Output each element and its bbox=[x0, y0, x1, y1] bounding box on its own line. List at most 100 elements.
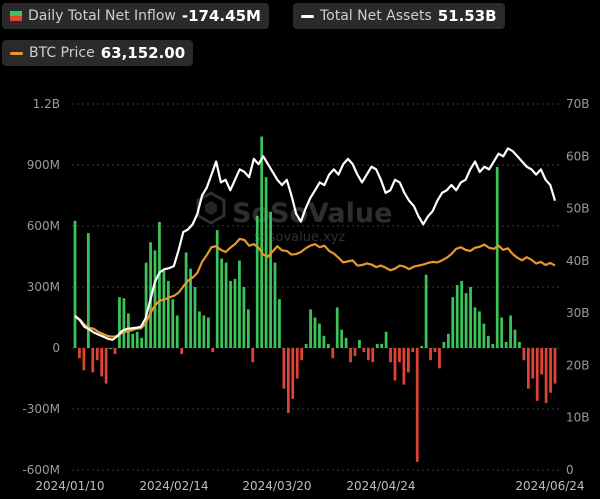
inflow-bar[interactable] bbox=[198, 311, 201, 348]
inflow-bar[interactable] bbox=[478, 311, 481, 348]
inflow-bar[interactable] bbox=[482, 323, 486, 348]
inflow-bar[interactable] bbox=[238, 260, 241, 348]
inflow-bar[interactable] bbox=[166, 280, 170, 348]
inflow-bar[interactable] bbox=[460, 280, 464, 348]
inflow-bar[interactable] bbox=[153, 250, 157, 348]
legend-btc-price[interactable]: BTC Price 63,152.00 bbox=[2, 40, 194, 66]
inflow-bar[interactable] bbox=[384, 331, 388, 348]
inflow-bar[interactable] bbox=[504, 341, 508, 348]
inflow-bar[interactable] bbox=[95, 348, 99, 361]
inflow-bar[interactable] bbox=[202, 315, 206, 348]
inflow-bar[interactable] bbox=[291, 348, 295, 399]
inflow-bar[interactable] bbox=[362, 348, 366, 353]
inflow-bar[interactable] bbox=[491, 343, 495, 348]
inflow-bar[interactable] bbox=[522, 348, 526, 361]
inflow-bar[interactable] bbox=[184, 252, 188, 348]
inflow-bar[interactable] bbox=[518, 341, 521, 348]
inflow-bar[interactable] bbox=[158, 221, 161, 348]
inflow-bar[interactable] bbox=[531, 348, 535, 379]
inflow-bar[interactable] bbox=[415, 348, 419, 462]
inflow-bar[interactable] bbox=[322, 335, 326, 348]
inflow-bar[interactable] bbox=[420, 345, 424, 348]
inflow-bar[interactable] bbox=[300, 348, 304, 361]
inflow-bar[interactable] bbox=[473, 307, 477, 348]
inflow-bar[interactable] bbox=[469, 287, 472, 348]
inflow-bar[interactable] bbox=[269, 211, 272, 348]
inflow-bar[interactable] bbox=[100, 348, 104, 377]
inflow-bar[interactable] bbox=[215, 230, 219, 348]
inflow-bar[interactable] bbox=[242, 287, 246, 348]
inflow-bar[interactable] bbox=[549, 348, 552, 393]
inflow-bar[interactable] bbox=[206, 317, 210, 349]
inflow-bar[interactable] bbox=[171, 299, 175, 348]
inflow-bar[interactable] bbox=[398, 348, 401, 363]
inflow-bar[interactable] bbox=[135, 331, 139, 348]
inflow-bar[interactable] bbox=[109, 348, 112, 349]
inflow-bar[interactable] bbox=[260, 136, 264, 348]
inflow-bar[interactable] bbox=[175, 315, 179, 348]
inflow-bar[interactable] bbox=[86, 233, 90, 348]
inflow-bar[interactable] bbox=[318, 323, 321, 348]
inflow-bar[interactable] bbox=[140, 337, 144, 348]
inflow-bar[interactable] bbox=[535, 348, 539, 401]
inflow-bar[interactable] bbox=[509, 315, 512, 348]
inflow-bar[interactable] bbox=[122, 298, 126, 348]
inflow-bar[interactable] bbox=[193, 287, 197, 348]
inflow-bar[interactable] bbox=[424, 274, 428, 348]
inflow-bar[interactable] bbox=[455, 284, 459, 348]
inflow-bar[interactable] bbox=[255, 215, 259, 348]
inflow-bar[interactable] bbox=[464, 293, 468, 348]
inflow-bar[interactable] bbox=[246, 309, 250, 348]
inflow-bar[interactable] bbox=[438, 348, 441, 369]
inflow-bar[interactable] bbox=[131, 333, 135, 348]
inflow-bar[interactable] bbox=[118, 297, 121, 348]
inflow-bar[interactable] bbox=[406, 348, 410, 373]
inflow-bar[interactable] bbox=[429, 348, 432, 361]
inflow-bar[interactable] bbox=[189, 268, 192, 348]
inflow-bar[interactable] bbox=[220, 258, 224, 348]
inflow-bar[interactable] bbox=[371, 348, 375, 363]
inflow-bar[interactable] bbox=[393, 348, 397, 381]
inflow-bar[interactable] bbox=[82, 348, 86, 371]
inflow-bar[interactable] bbox=[211, 348, 215, 353]
inflow-bar[interactable] bbox=[326, 343, 330, 348]
inflow-bar[interactable] bbox=[335, 307, 339, 348]
inflow-bar[interactable] bbox=[375, 343, 379, 348]
inflow-bar[interactable] bbox=[500, 317, 504, 349]
inflow-bar[interactable] bbox=[113, 348, 117, 355]
inflow-bar[interactable] bbox=[451, 297, 455, 348]
inflow-bar[interactable] bbox=[251, 348, 255, 363]
inflow-bar[interactable] bbox=[553, 348, 557, 384]
inflow-bar[interactable] bbox=[78, 348, 81, 359]
inflow-bar[interactable] bbox=[224, 262, 228, 348]
inflow-bar[interactable] bbox=[309, 309, 312, 348]
inflow-bar[interactable] bbox=[282, 348, 286, 389]
inflow-bar[interactable] bbox=[340, 329, 344, 348]
inflow-bar[interactable] bbox=[446, 333, 450, 348]
inflow-bar[interactable] bbox=[389, 348, 392, 363]
inflow-bar[interactable] bbox=[229, 280, 232, 348]
inflow-bar[interactable] bbox=[486, 335, 490, 348]
inflow-bar[interactable] bbox=[442, 341, 446, 348]
inflow-bar[interactable] bbox=[411, 348, 415, 353]
inflow-bar[interactable] bbox=[162, 270, 166, 348]
inflow-bar[interactable] bbox=[366, 348, 370, 361]
inflow-bar[interactable] bbox=[295, 348, 299, 379]
inflow-bar[interactable] bbox=[273, 262, 277, 348]
inflow-bar[interactable] bbox=[91, 348, 95, 373]
inflow-bar[interactable] bbox=[433, 348, 437, 353]
inflow-bar[interactable] bbox=[313, 317, 317, 349]
legend-daily-net-inflow[interactable]: Daily Total Net Inflow -174.45M bbox=[2, 3, 269, 29]
inflow-bar[interactable] bbox=[349, 348, 352, 363]
inflow-bar[interactable] bbox=[544, 348, 548, 403]
inflow-bar[interactable] bbox=[180, 348, 184, 355]
inflow-bar[interactable] bbox=[264, 177, 268, 348]
inflow-bar[interactable] bbox=[144, 262, 148, 348]
inflow-bar[interactable] bbox=[331, 348, 335, 359]
inflow-bar[interactable] bbox=[278, 299, 281, 348]
inflow-bar[interactable] bbox=[353, 348, 357, 357]
inflow-bar[interactable] bbox=[304, 343, 308, 348]
inflow-bar[interactable] bbox=[344, 337, 348, 348]
legend-total-net-assets[interactable]: Total Net Assets 51.53B bbox=[293, 3, 505, 29]
inflow-bar[interactable] bbox=[513, 329, 517, 348]
